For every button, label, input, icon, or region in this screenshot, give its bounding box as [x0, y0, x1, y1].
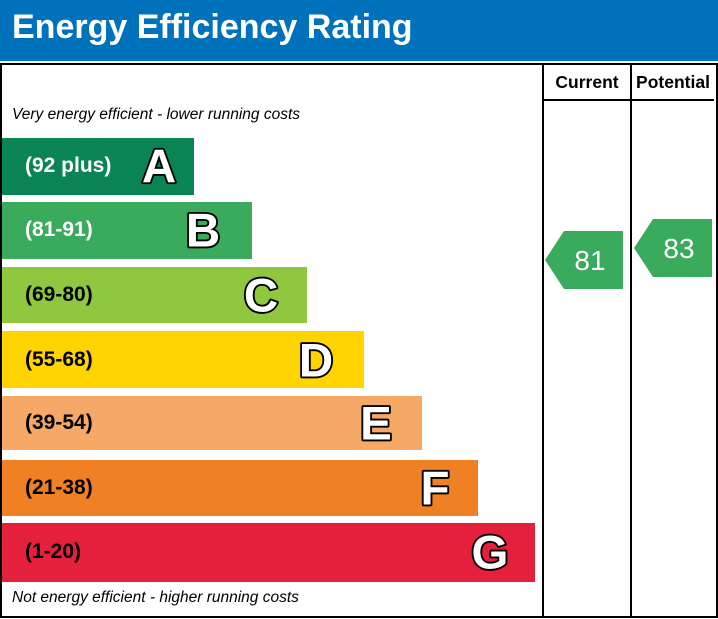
svg-text:81: 81 — [574, 245, 605, 276]
svg-text:A: A — [141, 140, 175, 193]
svg-text:G: G — [471, 527, 508, 580]
svg-text:F: F — [420, 462, 449, 515]
svg-text:B: B — [186, 205, 220, 258]
svg-text:D: D — [299, 334, 333, 387]
svg-text:C: C — [243, 269, 277, 322]
svg-text:E: E — [360, 397, 392, 450]
svg-text:83: 83 — [664, 233, 695, 264]
